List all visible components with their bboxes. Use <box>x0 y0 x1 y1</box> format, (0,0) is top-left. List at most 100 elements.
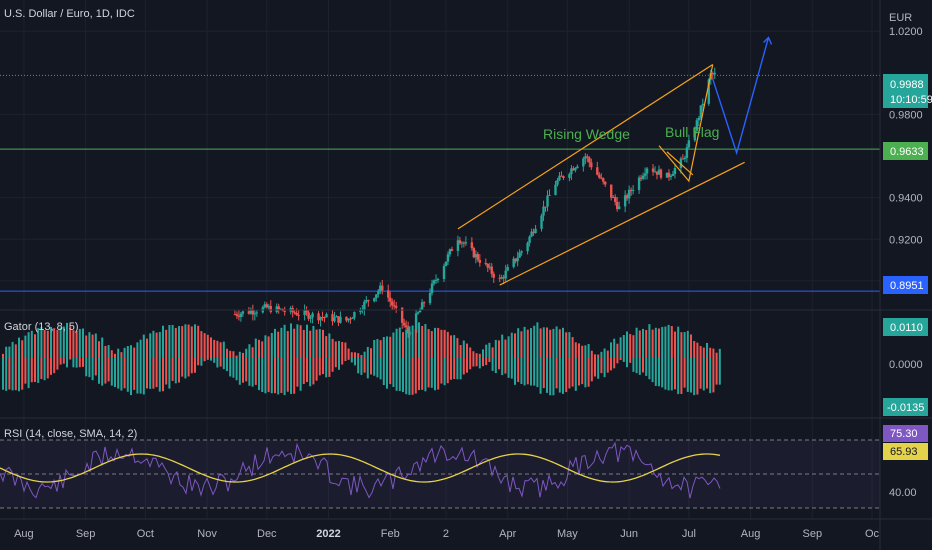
rsi-ma-badge <box>883 443 928 460</box>
gator-upper-bar <box>485 344 488 358</box>
gator-lower-bar <box>325 358 328 378</box>
gator-upper-bar <box>338 340 340 358</box>
gator-upper-bar <box>453 335 456 358</box>
gator-lower-bar <box>123 358 126 389</box>
gator-lower-bar <box>235 358 238 381</box>
gator-upper-bar <box>30 330 33 358</box>
gator-lower-bar <box>696 358 699 395</box>
rising-wedge-label[interactable]: Rising Wedge <box>543 126 630 142</box>
gator-upper-badge <box>883 318 928 336</box>
candle-body <box>516 257 519 262</box>
gator-lower-bar <box>683 358 686 388</box>
gator-title[interactable]: Gator (13, 8, 5) <box>4 321 79 333</box>
gator-lower-bar <box>405 358 408 395</box>
gator-upper-bar <box>638 330 641 358</box>
gator-lower-bar <box>2 358 4 390</box>
gator-lower-bar <box>632 358 635 372</box>
candle-body <box>512 258 515 267</box>
candle-body <box>598 174 601 178</box>
candle-body <box>478 259 482 263</box>
candle-body <box>335 316 338 318</box>
gator-upper-bar <box>238 351 241 358</box>
gator-upper-bar <box>251 347 254 358</box>
gator-upper-bar <box>69 326 72 358</box>
candle-body <box>263 304 266 308</box>
gator-lower-bar <box>555 358 558 389</box>
gator-lower-bar <box>411 358 414 395</box>
symbol-title[interactable]: U.S. Dollar / Euro, 1D, IDC <box>4 8 135 20</box>
resistance-price-label: 0.9633 <box>890 146 924 158</box>
candle-body <box>526 242 529 252</box>
currency-label: EUR <box>889 12 912 24</box>
gator-lower-bar <box>280 358 283 393</box>
gator-upper-bar <box>226 348 228 358</box>
gator-upper-bar <box>293 328 296 358</box>
time-tick-label: Apr <box>499 528 516 540</box>
gator-upper-bar <box>21 340 24 358</box>
gator-lower-bar <box>69 358 72 360</box>
gator-upper-bar <box>331 338 334 358</box>
gator-lower-label: -0.0135 <box>887 402 924 414</box>
gator-lower-bar <box>437 358 440 390</box>
rsi-title[interactable]: RSI (14, close, SMA, 14, 2) <box>4 428 138 440</box>
gator-lower-bar <box>539 358 542 394</box>
gator-upper-bar <box>437 327 440 358</box>
gator-lower-bar <box>568 358 571 389</box>
gator-upper-bar <box>309 330 312 358</box>
gator-lower-bar <box>386 358 388 389</box>
gator-upper-bar <box>430 331 433 358</box>
gator-upper-bar <box>584 345 587 358</box>
candle-body <box>687 140 691 148</box>
candle-body <box>279 308 282 310</box>
gator-upper-bar <box>709 347 712 358</box>
candle-body <box>247 311 251 314</box>
gator-upper-bar <box>37 328 40 358</box>
gator-lower-bar <box>232 358 235 378</box>
gator-lower-bar <box>626 358 628 368</box>
time-tick-label: Jul <box>682 528 696 540</box>
gator-lower-bar <box>30 358 33 383</box>
candle-body <box>504 270 507 279</box>
gator-lower-bar <box>456 358 459 380</box>
gator-lower-bar <box>206 358 209 360</box>
candle-body <box>277 306 280 310</box>
gator-lower-bar <box>549 358 552 396</box>
time-tick-label: Oct <box>137 528 154 540</box>
candle-body <box>464 242 468 244</box>
gator-upper-bar <box>462 340 465 358</box>
gator-upper-bar <box>286 331 289 358</box>
gator-upper-bar <box>405 329 408 358</box>
gator-upper-bar <box>56 329 59 358</box>
candle-body <box>641 175 645 179</box>
gator-upper-bar <box>27 332 30 358</box>
gator-lower-bar <box>341 358 344 365</box>
gator-lower-bar <box>578 358 580 386</box>
gator-upper-bar <box>622 335 625 358</box>
gator-upper-bar <box>2 353 4 358</box>
gator-lower-bar <box>619 358 622 361</box>
gator-lower-bar <box>466 358 468 373</box>
candle-body <box>570 168 573 175</box>
gator-upper-bar <box>571 337 574 358</box>
gator-upper-bar <box>606 350 609 358</box>
gator-lower-bar <box>664 358 667 390</box>
candle-body <box>629 189 633 191</box>
gator-upper-bar <box>440 329 443 358</box>
gator-upper-bar <box>146 338 148 358</box>
time-axis[interactable]: Aug Sep Oct Nov Dec 2022 Feb 2 Apr May Jun Jul Aug Se… <box>14 528 879 540</box>
bull-flag-label[interactable]: Bull Flag <box>665 124 719 140</box>
gator-lower-bar <box>133 358 136 390</box>
gator-lower-bar <box>283 358 286 396</box>
candle-body <box>643 173 647 176</box>
candle-body <box>560 175 563 177</box>
gator-lower-bar <box>8 358 11 390</box>
gator-lower-bar <box>88 358 91 378</box>
candle-body <box>707 79 710 104</box>
gator-upper-bar <box>5 346 8 358</box>
pattern-drawings[interactable] <box>457 36 773 286</box>
candle-body <box>528 236 531 243</box>
gator-lower-bar <box>165 358 168 385</box>
gator-lower-bar <box>302 358 305 384</box>
candle-body <box>375 294 378 298</box>
